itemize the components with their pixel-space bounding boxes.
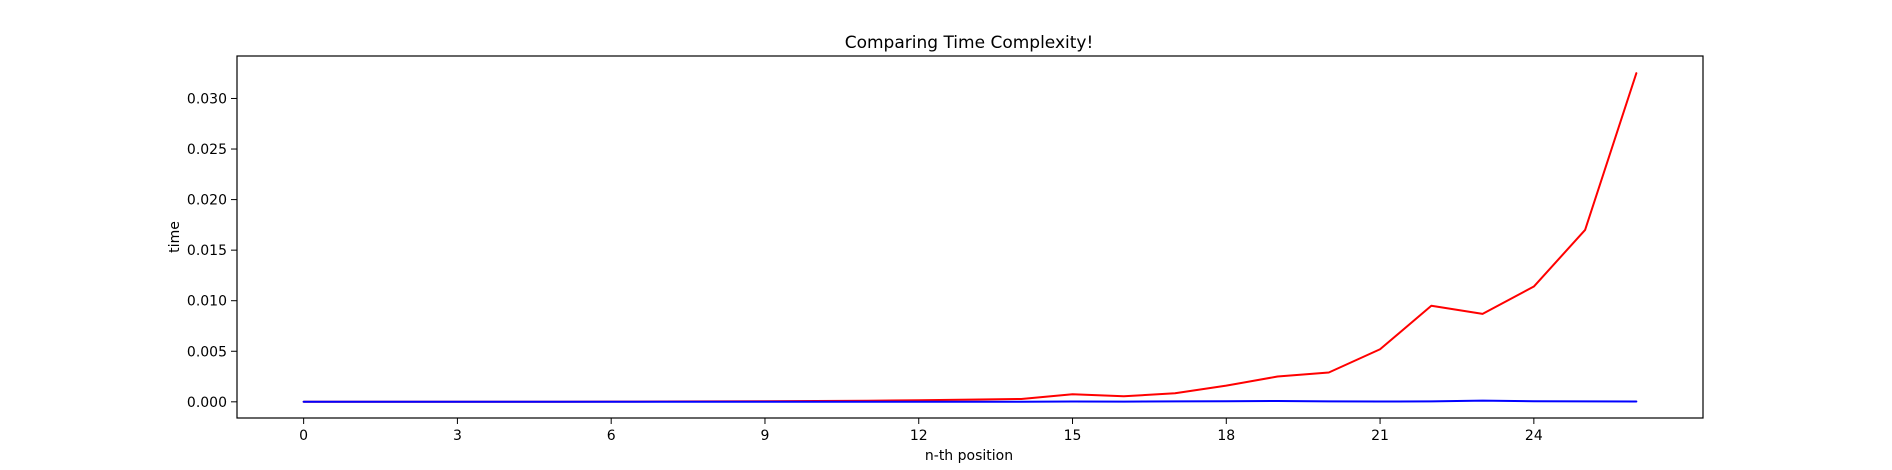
y-tick-label: 0.005 [187,344,227,360]
y-tick-label: 0.010 [187,294,227,310]
series-line-1 [302,399,1638,403]
plot-background [237,56,1703,418]
x-tick-label: 6 [607,428,616,444]
plot-area [236,55,1704,419]
plot-frame [236,55,1704,419]
chart-title: Comparing Time Complexity! [845,33,1094,53]
x-tick-label: 18 [1217,428,1235,444]
x-tick-label: 3 [453,428,462,444]
x-tick-label: 9 [761,428,770,444]
y-tick-label: 0.000 [187,395,227,411]
x-tick-label: 21 [1371,428,1389,444]
y-tick-label: 0.020 [187,193,227,209]
y-axis-label: time [167,221,183,253]
y-tick-label: 0.025 [187,142,227,158]
x-axis-label: n-th position [925,448,1013,464]
x-tick-label: 0 [299,428,308,444]
y-tick-label: 0.030 [187,91,227,107]
y-tick-label: 0.015 [187,243,227,259]
series-layer [302,72,1638,403]
x-axis: 0 3 6 9 12 15 18 21 24 [299,418,1543,444]
x-tick-label: 24 [1525,428,1543,444]
x-tick-label: 12 [910,428,928,444]
y-axis: 0.000 0.005 0.010 0.015 0.020 0.025 0.030 [187,91,237,411]
x-tick-label: 15 [1064,428,1082,444]
